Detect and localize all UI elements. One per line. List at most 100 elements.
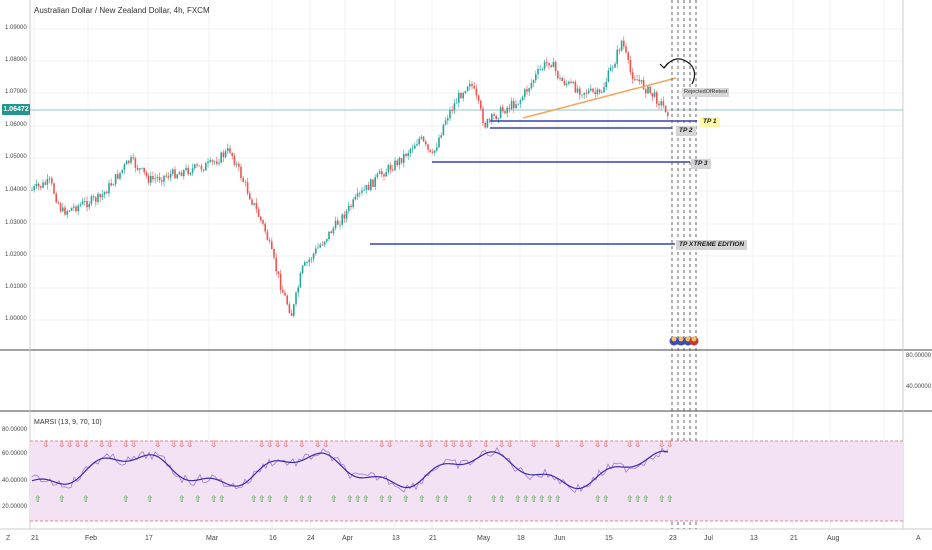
timezone-toggle[interactable]: Z [6,535,11,542]
candle-body [209,160,211,162]
indicator-axis-label: 60.00000 [2,451,28,457]
time-axis-label: Jun [554,535,566,542]
buy-arrow-icon: ⇧ [330,494,338,504]
candle-body [264,223,266,232]
candle-body [139,168,141,170]
buy-arrow-icon: ⇧ [498,494,506,504]
tp1-label[interactable]: TP 1 [700,117,720,127]
candle-body [145,172,148,176]
buy-arrow-icon: ⇧ [626,494,634,504]
candle-body [125,160,128,165]
candle-body [200,165,203,170]
time-axis-label: 21 [429,535,437,542]
candle-body [213,161,216,163]
candle-body [227,148,229,152]
candle-body [557,70,559,79]
candle-body [95,197,97,202]
candle-body [394,160,396,171]
sell-arrow-icon: ⇩ [554,439,562,449]
candle-body [469,83,471,87]
candle-body [539,68,541,70]
candle-body [561,77,563,81]
candle-body [634,79,636,81]
sell-arrow-icon: ⇩ [82,439,90,449]
candle-body [460,92,462,99]
candle-body [66,211,68,215]
candle-body [431,151,434,153]
candle-body [169,173,172,178]
candle-body [455,102,458,104]
candle-body [216,161,218,164]
candle-body [590,88,592,91]
candle-body [370,179,372,191]
time-axis-label: 21 [790,535,798,542]
price-axis-label: 1.08000 [5,57,27,63]
candle-body [438,137,440,148]
candle-body [158,177,161,181]
candle-body [323,241,326,245]
rejected-retest-note[interactable]: RejectedOfRetest [682,88,730,97]
candle-body [136,167,139,170]
candle-body [343,214,346,219]
candle-body [86,201,88,208]
candle-body [664,105,667,113]
sell-arrow-icon: ⇩ [66,439,74,449]
event-icons [669,336,699,346]
candle-body [565,83,568,85]
candle-body [189,172,192,175]
time-axis-label: Apr [342,535,353,542]
candle-body [609,67,612,71]
candle-body [161,180,163,182]
candle-body [101,194,104,198]
candle-body [491,114,493,120]
candle-body [354,196,357,200]
candle-body [528,88,530,92]
price-axis-label: 1.06000 [5,122,27,128]
candle-body [656,92,658,104]
candle-body [334,220,337,229]
tp2-label[interactable]: TP 2 [676,126,696,136]
candle-body [466,86,469,92]
auto-scale-toggle[interactable]: A [916,535,921,542]
candle-body [202,169,205,171]
candle-body [653,92,656,97]
indicator-title[interactable]: MARSI (13, 9, 70, 10) [34,419,102,426]
candle-body [53,183,55,194]
candle-body [117,174,119,179]
candle-body [513,101,515,109]
candle-body [642,79,645,90]
candle-body [579,88,581,95]
candle-body [301,265,304,274]
tpx-label[interactable]: TP XTREME EDITION [676,240,748,250]
candle-body [612,67,614,69]
candle-body [627,52,629,60]
candle-body [147,175,150,183]
candle-body [70,207,73,211]
candle-body [389,164,392,170]
candle-body [224,151,227,158]
sell-arrow-icon: ⇩ [602,439,610,449]
buy-arrow-icon: ⇧ [282,494,290,504]
candle-body [607,70,610,82]
sell-arrow-icon: ⇩ [626,439,634,449]
buy-arrow-icon: ⇧ [306,494,314,504]
candle-body [68,210,71,212]
candle-body [601,92,603,94]
sell-arrow-icon: ⇩ [210,439,218,449]
buy-arrow-icon: ⇧ [82,494,90,504]
candle-body [176,174,178,179]
sell-arrow-icon: ⇩ [130,439,138,449]
candle-body [77,205,79,212]
candle-body [268,240,271,242]
candle-body [519,100,522,104]
tp3-label[interactable]: TP 3 [691,159,711,169]
candle-body [220,152,222,163]
candle-body [326,239,328,242]
buy-arrow-icon: ⇧ [546,494,554,504]
sell-arrow-icon: ⇩ [106,439,114,449]
candle-body [508,107,511,109]
candle-body [238,163,240,167]
candle-body [427,144,429,150]
candle-body [572,81,574,84]
